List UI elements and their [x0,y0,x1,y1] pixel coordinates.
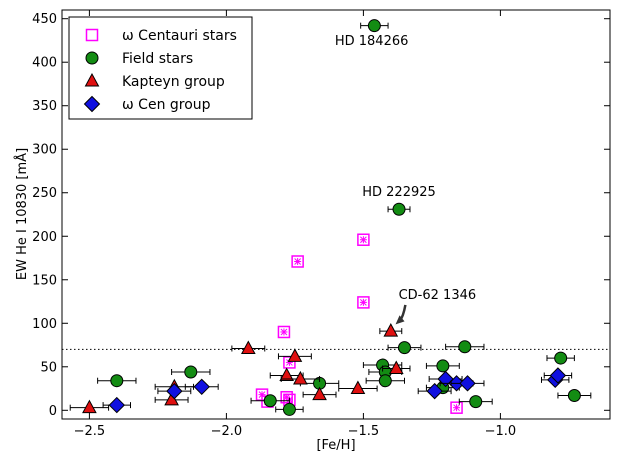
legend-box [68,16,253,120]
legend-marker [85,51,99,65]
data-point [450,401,463,414]
y-tick-label: 150 [32,273,57,288]
data-point [567,389,581,403]
data-point [108,396,126,414]
data-point [110,374,124,388]
annotation-arrowhead [395,315,405,325]
data-point [164,391,179,406]
data-point [277,325,291,339]
y-axis-label: EW He I 10830 [mÅ] [14,148,30,280]
data-point [287,348,303,362]
x-axis-label: [Fe/H] [316,438,355,453]
data-point [166,382,183,400]
data-point [426,382,443,400]
data-point [458,340,472,354]
data-point [398,341,411,355]
data-point [240,340,256,355]
y-tick-label: 200 [32,230,57,245]
x-tick-label: −1.0 [485,424,517,439]
legend-label: Field stars [122,51,193,67]
annotation-label: HD 222925 [362,185,436,200]
data-point [350,380,366,395]
data-point [378,374,392,388]
y-tick-label: 400 [32,56,57,71]
data-point [82,399,97,414]
data-point [554,351,568,365]
axes-layer: −2.5 −2.0 −1.5 −1.0 0 50 100 150 200 250 300 350 400… [32,10,610,439]
series-diamond [102,367,573,414]
legend-label: ω Centauri stars [122,28,237,44]
annotation-label: CD-62 1346 [399,288,477,303]
y-tick-label: 100 [32,317,57,332]
x-tick-label: −2.5 [74,424,106,439]
legend-label: Kapteyn group [122,74,225,90]
y-tick-label: 300 [32,143,57,158]
data-point [283,356,296,369]
annotations-layer: HD 184266 HD 222925 CD-62 1346 [335,34,476,325]
data-points-layer [69,19,592,416]
data-point [282,402,296,416]
data-point [383,323,399,337]
legend-marker [84,72,100,87]
y-tick-label: 350 [32,99,57,114]
data-point [549,367,567,384]
data-point [388,360,404,375]
data-point [263,394,277,408]
data-point [279,367,295,381]
data-point [469,395,483,409]
data-point [184,365,198,379]
y-tick-label: 0 [49,404,57,419]
plot-frame [61,9,611,420]
x-tick-label: −1.5 [348,424,380,439]
annotation-label: HD 184266 [335,34,409,49]
legend-marker [85,28,99,42]
data-point [293,370,308,385]
legend-label: ω Cen group [122,97,211,113]
data-point [312,386,327,401]
data-point [367,19,381,33]
y-tick-label: 250 [32,186,57,201]
data-point [459,375,476,392]
data-point [193,378,210,396]
data-point [291,255,304,268]
data-point [357,296,370,309]
y-tick-label: 450 [32,12,57,27]
data-point [357,233,370,246]
y-tick-label: 50 [40,360,57,375]
legend: ω Centauri stars Field stars Kapteyn group… [68,16,253,120]
data-point [436,359,450,373]
x-tick-label: −2.0 [211,424,243,439]
legend-marker [83,95,101,113]
data-point [392,202,406,216]
